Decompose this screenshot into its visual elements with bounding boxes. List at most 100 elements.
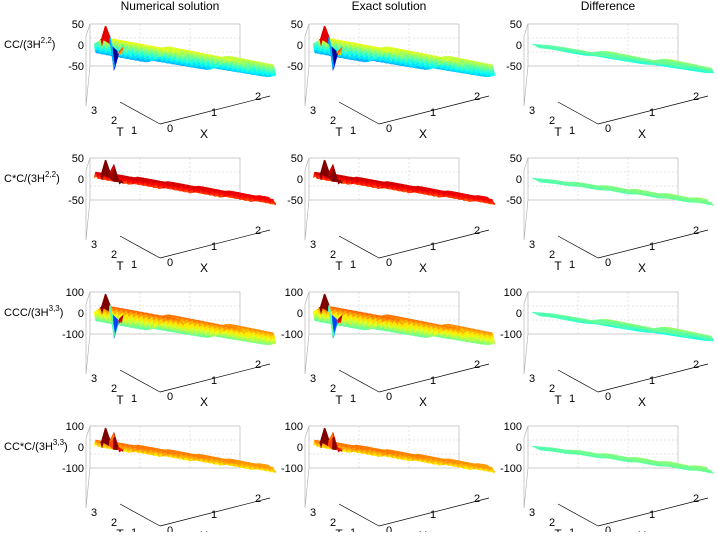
x-tick-label: 1 bbox=[430, 107, 436, 119]
z-tick-label: -100 bbox=[62, 329, 84, 341]
x-tick-label: 0 bbox=[167, 123, 173, 135]
t-axis-line bbox=[120, 236, 160, 258]
surface-patch bbox=[592, 55, 597, 56]
z-tick-label: 0 bbox=[297, 40, 303, 52]
z-tick-label: 0 bbox=[78, 174, 84, 186]
z-tick-label: 50 bbox=[510, 19, 522, 31]
t-axis-label: T bbox=[335, 259, 343, 273]
column-title-numerical: Numerical solution bbox=[121, 0, 220, 13]
x-tick-label: 0 bbox=[167, 391, 173, 403]
x-axis-label: X bbox=[638, 127, 646, 141]
x-tick-label: 1 bbox=[430, 375, 436, 387]
z-tick-label: -100 bbox=[281, 329, 303, 341]
x-tick-label: 0 bbox=[605, 257, 611, 269]
surface-patch bbox=[360, 329, 365, 330]
z-tick-label: 50 bbox=[72, 153, 84, 165]
panel-side-wall bbox=[86, 292, 90, 374]
t-tick-label: 3 bbox=[310, 239, 316, 251]
x-axis-label: X bbox=[419, 261, 427, 275]
panel-side-wall bbox=[305, 158, 309, 240]
x-tick-label: 1 bbox=[211, 107, 217, 119]
t-axis-label: T bbox=[116, 125, 124, 139]
surface-patch bbox=[141, 329, 146, 330]
panel-side-wall bbox=[524, 158, 528, 240]
x-tick-label: 0 bbox=[386, 257, 392, 269]
surface-patch bbox=[421, 69, 426, 70]
x-tick-label: 1 bbox=[211, 375, 217, 387]
surface-patch bbox=[687, 202, 692, 203]
t-tick-label: 3 bbox=[529, 105, 535, 117]
x-tick-label: 2 bbox=[474, 91, 480, 103]
x-tick-label: 2 bbox=[255, 91, 261, 103]
t-tick-label: 3 bbox=[91, 239, 97, 251]
t-tick-label: 1 bbox=[131, 393, 137, 405]
panel-back-wall bbox=[528, 24, 678, 66]
t-axis-label: T bbox=[335, 125, 343, 139]
x-tick-label: 0 bbox=[605, 123, 611, 135]
x-tick-label: 1 bbox=[649, 107, 655, 119]
z-tick-label: -50 bbox=[68, 195, 84, 207]
z-tick-label: 0 bbox=[78, 308, 84, 320]
row-label-tail: ) bbox=[52, 39, 56, 51]
z-tick-label: 0 bbox=[297, 174, 303, 186]
panel-side-wall bbox=[305, 292, 309, 374]
column-title-exact: Exact solution bbox=[352, 0, 427, 13]
surface-patch bbox=[705, 72, 710, 73]
t-axis-line bbox=[339, 102, 379, 124]
row-label-sup: 2,2 bbox=[45, 170, 57, 179]
z-tick-label: 50 bbox=[291, 19, 303, 31]
panel-side-wall bbox=[524, 292, 528, 374]
column-title-difference: Difference bbox=[581, 0, 636, 13]
t-tick-label: 3 bbox=[91, 373, 97, 385]
x-tick-label: 2 bbox=[693, 91, 699, 103]
t-tick-label: 1 bbox=[131, 125, 137, 137]
surface-patch bbox=[653, 63, 658, 64]
x-axis-label: X bbox=[419, 127, 427, 141]
z-tick-label: 0 bbox=[516, 40, 522, 52]
z-tick-label: 50 bbox=[510, 153, 522, 165]
z-tick-label: -50 bbox=[506, 195, 522, 207]
surface-patch bbox=[360, 61, 365, 62]
t-tick-label: 1 bbox=[569, 125, 575, 137]
z-tick-label: -50 bbox=[287, 61, 303, 73]
x-axis-label: X bbox=[200, 395, 208, 409]
x-tick-label: 2 bbox=[255, 225, 261, 237]
row-label-sup: 2,2 bbox=[41, 36, 53, 45]
x-tick-label: 2 bbox=[474, 225, 480, 237]
t-tick-label: 3 bbox=[529, 239, 535, 251]
t-tick-label: 1 bbox=[350, 125, 356, 137]
z-tick-label: 50 bbox=[291, 153, 303, 165]
x-tick-label: 0 bbox=[386, 391, 392, 403]
z-tick-label: 100 bbox=[66, 287, 84, 299]
t-tick-label: 1 bbox=[350, 259, 356, 271]
surface-patch bbox=[202, 337, 207, 338]
row-label: CC/(3H2,2) bbox=[4, 36, 55, 51]
t-axis-label: T bbox=[554, 259, 562, 273]
t-tick-label: 3 bbox=[91, 105, 97, 117]
x-axis-label: X bbox=[638, 261, 646, 275]
surface-patch bbox=[202, 69, 207, 70]
x-tick-label: 1 bbox=[430, 241, 436, 253]
row-label-tail: ) bbox=[56, 173, 60, 185]
panel-back-wall bbox=[528, 292, 678, 334]
t-axis-line bbox=[120, 370, 160, 392]
surface-patch bbox=[709, 72, 714, 73]
t-tick-label: 1 bbox=[569, 259, 575, 271]
z-tick-label: 100 bbox=[285, 287, 303, 299]
surface-patch bbox=[421, 337, 426, 338]
surface-patch bbox=[657, 63, 662, 64]
x-tick-label: 0 bbox=[386, 123, 392, 135]
t-tick-label: 3 bbox=[310, 373, 316, 385]
panel-side-wall bbox=[86, 158, 90, 240]
t-axis-label: T bbox=[116, 259, 124, 273]
x-tick-label: 2 bbox=[474, 359, 480, 371]
t-axis-label: T bbox=[116, 393, 124, 407]
panel-side-wall bbox=[86, 24, 90, 106]
